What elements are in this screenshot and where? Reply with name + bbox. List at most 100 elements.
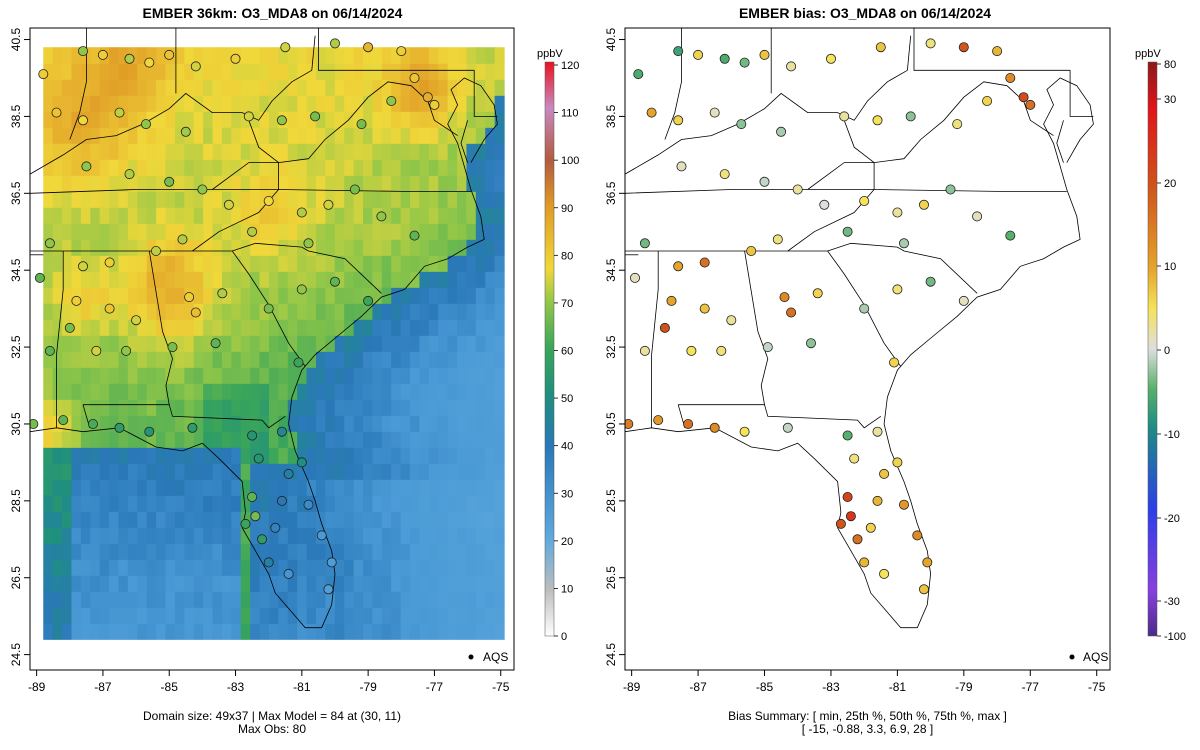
grid-cell: [174, 335, 185, 352]
grid-cell: [447, 559, 458, 576]
grid-cell: [156, 575, 167, 592]
grid-cell: [193, 255, 204, 272]
grid-cell: [174, 287, 185, 304]
grid-cell: [306, 303, 317, 320]
grid-cell: [381, 447, 392, 464]
grid-cell: [334, 255, 345, 272]
grid-cell: [90, 79, 101, 96]
grid-cell: [306, 207, 317, 224]
grid-cell: [344, 63, 355, 80]
grid-cell: [391, 559, 402, 576]
grid-cell: [419, 511, 430, 528]
grid-cell: [109, 111, 120, 128]
grid-cell: [353, 271, 364, 288]
grid-cell: [325, 383, 336, 400]
grid-cell: [268, 623, 279, 640]
grid-cell: [62, 623, 73, 640]
grid-cell: [466, 335, 477, 352]
grid-cell: [184, 223, 195, 240]
grid-cell: [80, 463, 91, 480]
grid-cell: [325, 527, 336, 544]
grid-cell: [306, 463, 317, 480]
station-marker: [699, 257, 710, 268]
station-marker: [250, 511, 261, 522]
grid-cell: [334, 63, 345, 80]
grid-cell: [174, 47, 185, 64]
grid-cell: [457, 399, 468, 416]
grid-cell: [90, 223, 101, 240]
grid-cell: [306, 607, 317, 624]
x-tick-label: -75: [1088, 680, 1106, 694]
station-marker: [912, 530, 923, 541]
grid-cell: [221, 607, 232, 624]
grid-cell: [353, 111, 364, 128]
grid-cell: [259, 367, 270, 384]
grid-cell: [127, 607, 138, 624]
grid-cell: [165, 271, 176, 288]
grid-cell: [240, 479, 251, 496]
station-marker: [686, 345, 697, 356]
y-tick-label: 26.5: [604, 566, 618, 590]
grid-cell: [203, 159, 214, 176]
grid-cell: [428, 175, 439, 192]
grid-cell: [400, 511, 411, 528]
grid-cell: [334, 207, 345, 224]
grid-cell: [344, 431, 355, 448]
grid-cell: [428, 127, 439, 144]
x-tick-label: -79: [955, 680, 973, 694]
grid-cell: [475, 303, 486, 320]
grid-cell: [52, 207, 63, 224]
grid-cell: [363, 511, 373, 528]
station-marker: [150, 245, 161, 256]
station-marker: [34, 272, 45, 283]
grid-cell: [203, 47, 214, 64]
grid-cell: [466, 511, 477, 528]
station-marker: [842, 226, 853, 237]
station-marker: [806, 338, 817, 349]
grid-cell: [137, 319, 148, 336]
grid-cell: [391, 95, 402, 112]
grid-cell: [240, 319, 251, 336]
grid-cell: [363, 319, 373, 336]
grid-cell: [221, 223, 232, 240]
grid-cell: [334, 383, 345, 400]
grid-cell: [494, 223, 505, 240]
grid-cell: [428, 543, 439, 560]
grid-cell: [231, 287, 242, 304]
colorbar-tick-label: 60: [561, 346, 573, 358]
grid-cell: [43, 479, 54, 496]
grid-cell: [447, 303, 458, 320]
grid-cell: [184, 463, 195, 480]
grid-cell: [203, 271, 214, 288]
grid-cell: [297, 95, 308, 112]
station-marker: [872, 115, 883, 126]
grid-cell: [184, 63, 195, 80]
grid-cell: [447, 159, 458, 176]
station-marker: [38, 69, 49, 80]
grid-cell: [391, 255, 402, 272]
grid-cell: [438, 63, 449, 80]
grid-cell: [80, 543, 91, 560]
grid-cell: [315, 175, 326, 192]
station-marker: [736, 119, 747, 130]
grid-cell: [174, 271, 185, 288]
grid-cell: [287, 95, 298, 112]
grid-cell: [99, 271, 110, 288]
grid-cell: [203, 575, 214, 592]
grid-cell: [43, 367, 54, 384]
station-marker: [683, 418, 694, 429]
grid-cell: [410, 575, 421, 592]
grid-cell: [118, 447, 129, 464]
grid-cell: [447, 175, 458, 192]
grid-cell: [475, 591, 486, 608]
grid-cell: [334, 623, 345, 640]
grid-cell: [184, 111, 195, 128]
grid-cell: [99, 479, 110, 496]
grid-cell: [212, 175, 223, 192]
grid-cell: [457, 127, 468, 144]
station-marker: [44, 238, 55, 249]
grid-cell: [381, 127, 392, 144]
grid-cell: [109, 271, 120, 288]
grid-cell: [419, 527, 430, 544]
grid-cell: [287, 479, 298, 496]
